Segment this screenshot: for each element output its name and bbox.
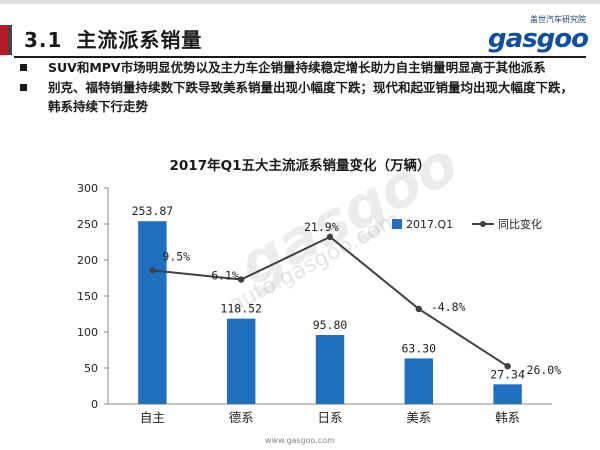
bullet-item: 别克、福特销量持续数下跌导致美系销量出现小幅度下跌；现代和起亚销量均出现大幅度下… [20,78,580,116]
bar-value-label: 118.52 [220,302,262,316]
line-point [415,305,422,313]
bar-value-label: 63.30 [401,341,436,355]
header-accent-dark [8,25,12,55]
line-value-label: 9.5% [162,249,190,263]
line-point [238,276,245,283]
header-rule [14,56,586,58]
x-tick-label: 日系 [317,410,342,425]
logo-wordmark: gasgoo [488,24,589,54]
bar [226,318,256,404]
legend-line-marker [480,221,486,227]
bar [315,335,345,404]
gasgoo-logo: 盖世汽车研究院 gasgoo [470,12,592,58]
bar-value-label: 27.34 [490,367,525,381]
legend-bar-swatch [392,219,402,229]
bar-value-label: 253.87 [132,204,174,218]
y-tick-label: 150 [77,290,98,303]
section-title: 3.1 主流派系销量 [24,24,202,53]
header-accent [0,25,8,55]
y-tick-label: 50 [84,362,98,375]
line-value-label: 6.1% [211,269,239,283]
chart-svg: 0 50 100 150 200 250 300 253.87 自主 118.52 德系 95.80 日… [77,182,562,425]
chart-title: 2017年Q1五大主流派系销量变化（万辆） [169,158,431,174]
y-tick-label: 300 [77,182,98,195]
legend-bar-label: 2017.Q1 [406,218,453,231]
bullet-square-icon [20,84,27,91]
line-value-label: -4.8% [431,300,466,314]
y-tick-label: 100 [77,326,98,339]
bullet-text: SUV和MPV市场明显优势以及主力车企销量持续稳定增长助力自主销量明显高于其他派… [48,60,546,75]
line-point [149,267,156,274]
footer-url: www.gasgoo.com [265,436,335,445]
section-number: 3.1 [24,28,63,52]
chart: 2017年Q1五大主流派系销量变化（万辆） 0 50 100 150 200 250 300… [0,140,600,440]
x-tick-label: 德系 [229,410,254,425]
line-point [504,363,511,370]
section-title-text: 主流派系销量 [76,28,203,52]
bullet-square-icon [20,64,27,71]
bar [493,384,522,404]
line-value-label: -26.0% [520,363,562,377]
line-point [326,233,334,241]
bar [138,221,167,404]
y-tick-label: 200 [77,254,98,267]
y-tick-label: 0 [91,398,98,411]
y-tick-label: 250 [77,218,98,231]
line-value-label: 21.9% [304,220,339,234]
bullet-item: SUV和MPV市场明显优势以及主力车企销量持续稳定增长助力自主销量明显高于其他派… [20,58,580,77]
bullet-text: 别克、福特销量持续数下跌导致美系销量出现小幅度下跌；现代和起亚销量均出现大幅度下… [48,80,574,114]
legend-line-label: 同比变化 [498,217,542,231]
top-bar [0,0,600,4]
bar-value-label: 95.80 [313,318,348,332]
bar [404,358,434,404]
x-tick-label: 美系 [406,410,431,425]
bullet-list: SUV和MPV市场明显优势以及主力车企销量持续稳定增长助力自主销量明显高于其他派… [20,58,580,117]
logo-tagline: 盖世汽车研究院 [530,15,586,24]
x-tick-label: 自主 [140,410,165,425]
x-tick-label: 韩系 [495,410,520,425]
